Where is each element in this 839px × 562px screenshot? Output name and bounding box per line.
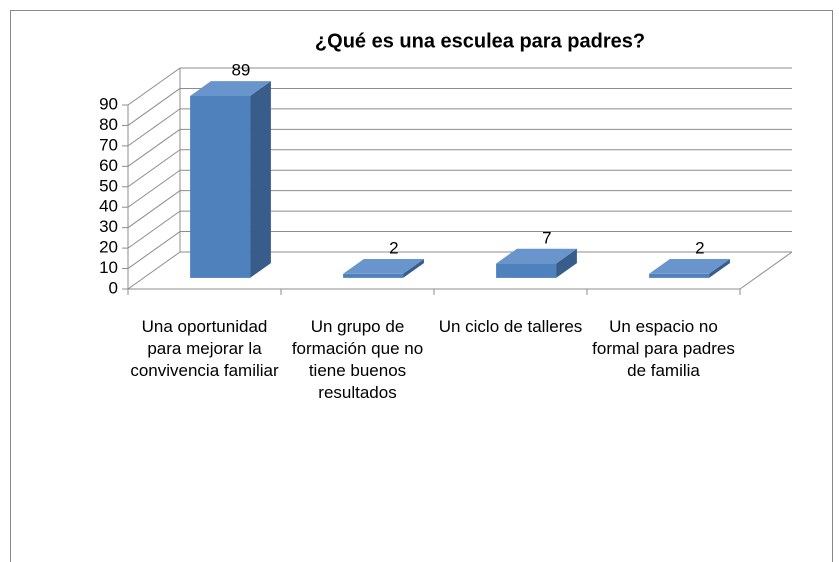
bar-side	[556, 248, 577, 278]
grid-line	[127, 108, 181, 147]
y-tick-label: 20	[99, 238, 118, 257]
bar-side	[403, 259, 424, 278]
x-tick-label: Un grupo de formación que no tiene bueno…	[291, 317, 424, 402]
grid-line	[127, 149, 181, 188]
y-tick-label: 80	[99, 115, 118, 134]
y-tick-label: 60	[99, 156, 118, 175]
y-tick-label: 30	[99, 217, 118, 236]
grid-line	[127, 231, 181, 269]
grid-line	[127, 210, 181, 249]
grid-line	[127, 169, 181, 208]
grid-line	[127, 128, 181, 167]
bar	[190, 95, 251, 278]
grid-line	[127, 190, 181, 229]
data-label: 89	[231, 61, 250, 80]
y-tick-label: 90	[99, 94, 118, 113]
y-tick-label: 10	[99, 258, 118, 277]
y-tick-label: 50	[99, 176, 118, 195]
y-tick-label: 40	[99, 197, 118, 216]
y-tick-label: 0	[109, 278, 118, 297]
grid-line	[127, 67, 181, 106]
bar-top	[649, 259, 730, 274]
data-label: 2	[389, 238, 398, 257]
floor-edge	[739, 251, 793, 290]
bar	[343, 273, 404, 278]
data-label: 2	[695, 238, 704, 257]
grid-line	[127, 88, 181, 126]
x-tick-label: Una oportunidad para mejorar la conviven…	[130, 317, 279, 380]
bar-side	[709, 259, 730, 278]
data-label: 7	[542, 228, 551, 247]
bar-side	[250, 81, 271, 278]
bar	[496, 263, 557, 278]
chart-title: ¿Qué es una esculea para padres?	[315, 30, 645, 52]
bar-top	[343, 259, 424, 274]
x-tick-label: Un espacio no formal para padres de fami…	[592, 317, 735, 380]
bar	[649, 273, 710, 278]
chart-border	[10, 10, 833, 562]
grid-line	[127, 251, 181, 290]
y-tick-label: 70	[99, 135, 118, 154]
bar-top	[496, 248, 577, 264]
x-tick-label: Un ciclo de talleres	[438, 317, 583, 336]
bar-top	[190, 81, 271, 96]
